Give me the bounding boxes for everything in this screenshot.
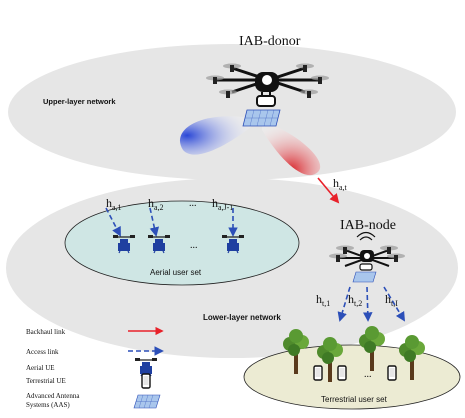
phone-icon — [387, 365, 397, 381]
legend-aerial-ue-label: Aerial UE — [26, 364, 55, 372]
aerial-channel-1: ha,1 — [106, 196, 122, 212]
legend-access-label: Access link — [26, 348, 59, 356]
blue-beam — [179, 116, 252, 155]
aerial-ue-ellipsis: ... — [190, 240, 198, 251]
aerial-channel-ellipsis: ... — [189, 198, 197, 209]
aerial-channel-2: ha,2 — [148, 196, 164, 212]
legend-terrestrial-ue-label: Terrestrial UE — [26, 377, 66, 385]
aerial-user-set-ellipse — [64, 200, 300, 286]
backhaul-channel-label: ha,t — [333, 176, 348, 192]
legend-aas-label: Advanced Antenna Systems (AAS) — [26, 392, 80, 409]
terrestrial-user-set-label: Terrestrial user set — [321, 395, 388, 404]
terrestrial-access-links — [337, 286, 405, 322]
aerial-user-set-label: Aerial user set — [150, 268, 202, 277]
aerial-ue-icon — [134, 357, 158, 377]
iab-donor-label: IAB-donor — [239, 34, 301, 49]
backhaul-link-arrow — [317, 177, 340, 204]
phone-icon — [313, 365, 323, 381]
aerial-channel-j-1: ha,J-1 — [212, 196, 233, 212]
phone-icon — [337, 365, 347, 381]
iab-node-label: IAB-node — [340, 218, 396, 233]
legend-backhaul-label: Backhaul link — [26, 328, 66, 336]
iab-donor-drone — [179, 63, 329, 176]
lower-layer-label: Lower-layer network — [203, 313, 281, 322]
terrestrial-channel-2: ht,2 — [348, 292, 362, 308]
upper-layer-label: Upper-layer network — [43, 97, 116, 106]
legend: Backhaul link Access link Aerial UE Terr… — [26, 326, 164, 409]
phone-icon — [141, 373, 151, 389]
red-beam — [262, 122, 321, 176]
terrestrial-channel-i: ht,I — [385, 292, 398, 308]
terrestrial-channel-1: ht,1 — [316, 292, 330, 308]
terrestrial-ue-ellipsis: ... — [364, 369, 372, 380]
aerial-access-links — [105, 207, 238, 237]
iab-node-drone — [329, 231, 405, 283]
upper-layer-ellipse — [8, 44, 456, 180]
